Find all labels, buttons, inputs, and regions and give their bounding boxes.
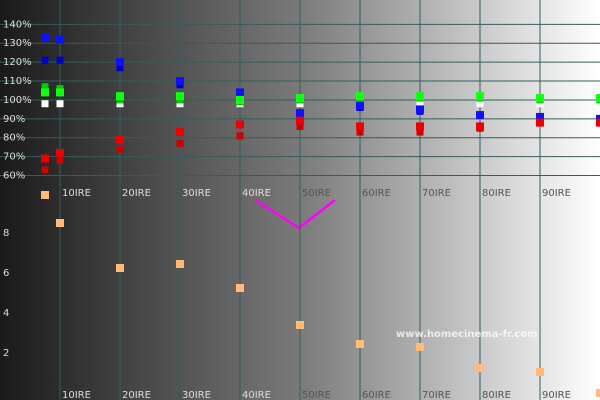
y-tick-label: 100% (3, 95, 32, 106)
data-point (536, 112, 544, 121)
data-point (56, 148, 64, 157)
data-point (41, 56, 49, 64)
watermark: www.homecinema-fr.com (396, 329, 538, 340)
data-point (41, 100, 49, 108)
y-tick-label: 6 (3, 268, 9, 279)
y-tick-label: 110% (3, 76, 32, 87)
data-point (41, 154, 49, 163)
data-point (596, 118, 600, 127)
data-point (536, 100, 544, 108)
data-point (416, 128, 424, 136)
data-point (356, 92, 364, 101)
data-point (176, 139, 184, 147)
marker-v (254, 198, 336, 230)
data-point (56, 56, 64, 64)
y-tick-label: 8 (3, 228, 9, 239)
data-point (116, 100, 124, 108)
data-point (116, 264, 124, 272)
x-tick-label: 80IRE (482, 188, 511, 199)
data-point (236, 95, 244, 104)
data-point (356, 128, 364, 136)
data-point (536, 118, 544, 127)
data-point (296, 100, 304, 108)
data-point (416, 105, 424, 114)
data-point (596, 100, 600, 108)
x-tick-label: 90IRE (542, 188, 571, 199)
data-point (176, 92, 184, 101)
data-point (536, 368, 544, 376)
x-tick-label: 10IRE (62, 188, 91, 199)
data-point (416, 100, 424, 108)
y-tick-label: 4 (3, 308, 9, 319)
data-point (416, 122, 424, 131)
data-point (56, 219, 64, 227)
x-tick-label: 40IRE (242, 390, 271, 400)
y-tick-label: 70% (3, 152, 25, 163)
data-point (536, 94, 544, 103)
data-point (56, 100, 64, 108)
data-point (236, 132, 244, 140)
data-point (116, 58, 124, 67)
data-point (476, 111, 484, 120)
x-tick-label: 50IRE (302, 390, 331, 400)
data-point (236, 88, 244, 97)
data-point (296, 94, 304, 103)
data-point (416, 92, 424, 101)
data-point (116, 135, 124, 144)
data-point (236, 120, 244, 129)
data-point (476, 122, 484, 131)
data-point (296, 116, 304, 125)
y-tick-label: 90% (3, 114, 25, 125)
y-tick-label: 2 (3, 348, 9, 359)
data-point (596, 94, 600, 103)
data-point (236, 284, 244, 292)
data-point (596, 389, 600, 397)
data-point (356, 122, 364, 131)
data-point (41, 33, 49, 42)
data-point (296, 109, 304, 118)
y-tick-label: 140% (3, 19, 32, 30)
data-point (176, 260, 184, 268)
x-tick-label: 70IRE (422, 188, 451, 199)
data-point (116, 64, 124, 72)
x-tick-label: 20IRE (122, 390, 151, 400)
x-tick-label: 40IRE (242, 188, 271, 199)
data-point (41, 191, 49, 199)
x-tick-label: 90IRE (542, 390, 571, 400)
data-point (56, 88, 64, 97)
data-point (356, 340, 364, 348)
x-tick-label: 30IRE (182, 390, 211, 400)
data-point (356, 101, 364, 110)
data-point (56, 35, 64, 44)
x-tick-label: 20IRE (122, 188, 151, 199)
data-point (296, 122, 304, 130)
data-point (476, 92, 484, 101)
data-point (41, 88, 49, 97)
data-point (116, 92, 124, 101)
y-tick-label: 80% (3, 133, 25, 144)
x-tick-label: 80IRE (482, 390, 511, 400)
x-tick-label: 10IRE (62, 390, 91, 400)
data-point (476, 364, 484, 372)
data-point (56, 156, 64, 164)
data-point (41, 166, 49, 174)
data-point (416, 343, 424, 351)
data-point (116, 145, 124, 153)
y-tick-label: 60% (3, 171, 25, 182)
y-tick-label: 130% (3, 38, 32, 49)
x-tick-label: 30IRE (182, 188, 211, 199)
x-tick-label: 60IRE (362, 390, 391, 400)
data-point (176, 77, 184, 86)
data-point (176, 128, 184, 137)
data-point (41, 83, 49, 91)
data-point (176, 100, 184, 108)
x-tick-label: 70IRE (422, 390, 451, 400)
data-point (296, 321, 304, 329)
x-tick-label: 60IRE (362, 188, 391, 199)
x-tick-label: 50IRE (302, 188, 331, 199)
y-tick-label: 120% (3, 57, 32, 68)
data-point (476, 100, 484, 108)
